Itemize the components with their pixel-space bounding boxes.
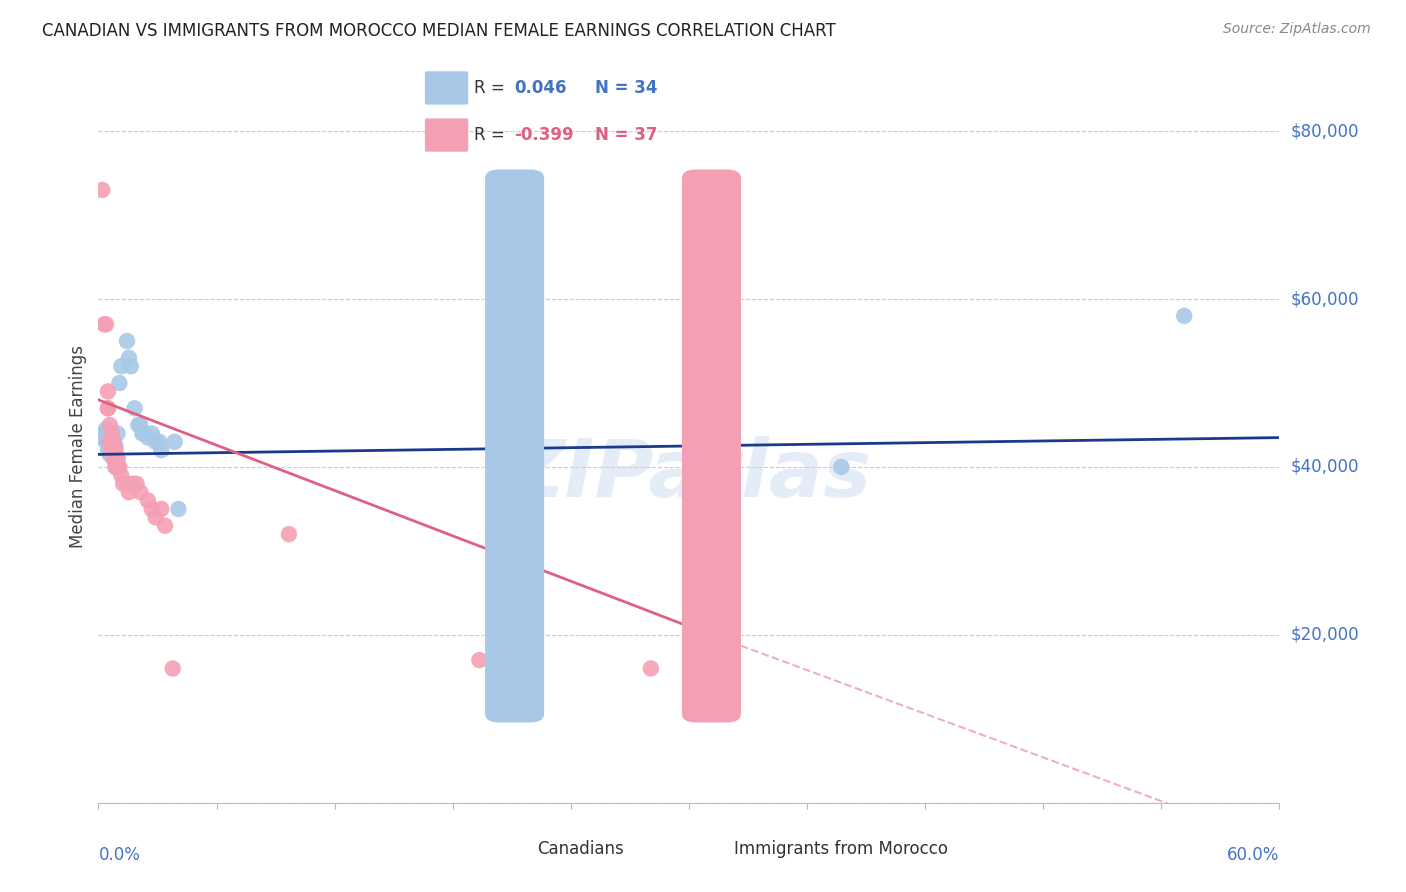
Point [121, 476, 143, 491]
Point [91, 431, 114, 445]
Point [107, 451, 129, 466]
Point [120, 359, 142, 374]
Point [93, 318, 115, 332]
Point [108, 460, 131, 475]
Point [98, 447, 121, 461]
Point [163, 434, 186, 449]
Point [93, 426, 115, 441]
Text: 0.046: 0.046 [515, 79, 567, 97]
Text: R =: R = [474, 126, 510, 144]
Point [94, 434, 117, 449]
Point [141, 426, 163, 441]
Point [148, 434, 170, 449]
Point [100, 426, 122, 441]
Point [94, 318, 117, 332]
Point [110, 359, 132, 374]
Point [124, 401, 146, 416]
Point [112, 476, 135, 491]
Point [97, 384, 120, 399]
Point [97, 401, 120, 416]
Point [277, 527, 299, 541]
Point [103, 451, 125, 466]
Text: N = 34: N = 34 [595, 79, 658, 97]
Point [107, 460, 129, 475]
Point [100, 426, 122, 441]
Point [98, 434, 121, 449]
Point [97, 401, 120, 416]
Point [91, 183, 114, 197]
Text: Source: ZipAtlas.com: Source: ZipAtlas.com [1223, 22, 1371, 37]
Point [127, 417, 149, 432]
Point [108, 376, 131, 390]
Point [136, 493, 159, 508]
Text: -0.399: -0.399 [515, 126, 574, 144]
Text: $80,000: $80,000 [1291, 122, 1360, 140]
Point [162, 661, 184, 675]
Point [115, 476, 138, 491]
Point [125, 476, 148, 491]
Point [115, 334, 138, 348]
Text: $20,000: $20,000 [1291, 626, 1360, 644]
Text: Canadians: Canadians [537, 840, 624, 858]
Point [110, 468, 132, 483]
Text: CANADIAN VS IMMIGRANTS FROM MOROCCO MEDIAN FEMALE EARNINGS CORRELATION CHART: CANADIAN VS IMMIGRANTS FROM MOROCCO MEDI… [42, 22, 837, 40]
Point [141, 502, 163, 516]
FancyBboxPatch shape [425, 71, 468, 104]
Point [150, 443, 173, 458]
Point [1173, 309, 1195, 323]
Point [468, 653, 491, 667]
Point [97, 443, 120, 458]
Point [107, 451, 129, 466]
Point [103, 434, 125, 449]
Point [136, 431, 159, 445]
Point [118, 485, 141, 500]
Point [98, 431, 121, 445]
Text: $60,000: $60,000 [1291, 290, 1360, 308]
Y-axis label: Median Female Earnings: Median Female Earnings [69, 344, 87, 548]
Point [104, 460, 127, 475]
Text: R =: R = [474, 79, 510, 97]
Point [134, 426, 156, 441]
Point [103, 434, 125, 449]
Point [167, 502, 190, 516]
Point [104, 460, 127, 475]
Point [104, 443, 127, 458]
Point [153, 518, 176, 533]
Point [103, 443, 125, 458]
Point [129, 485, 152, 500]
Point [100, 443, 122, 458]
Text: N = 37: N = 37 [595, 126, 658, 144]
Point [98, 434, 121, 449]
Point [150, 502, 173, 516]
Point [145, 434, 167, 449]
Point [129, 417, 152, 432]
FancyBboxPatch shape [425, 119, 468, 152]
Text: 60.0%: 60.0% [1227, 846, 1279, 863]
Text: ZIPatlas: ZIPatlas [506, 435, 872, 514]
Point [103, 451, 125, 466]
Point [145, 510, 167, 524]
Point [640, 661, 662, 675]
Point [118, 351, 141, 365]
Point [97, 434, 120, 449]
Text: 0.0%: 0.0% [98, 846, 141, 863]
Point [100, 434, 122, 449]
Point [131, 426, 153, 441]
Point [94, 422, 117, 436]
Point [830, 460, 852, 475]
Point [107, 426, 129, 441]
Point [100, 443, 122, 458]
Text: $40,000: $40,000 [1291, 458, 1360, 476]
Point [104, 439, 127, 453]
Text: Immigrants from Morocco: Immigrants from Morocco [734, 840, 948, 858]
Point [98, 417, 121, 432]
